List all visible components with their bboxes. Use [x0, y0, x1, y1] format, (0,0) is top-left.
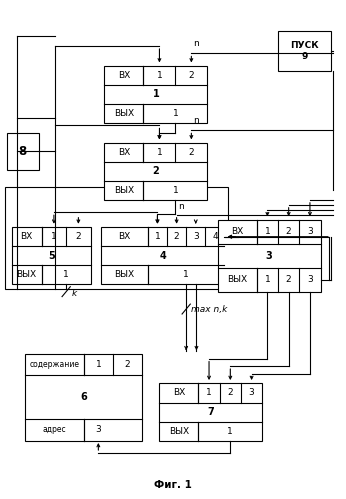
Text: ВЫХ: ВЫХ: [114, 109, 134, 118]
Text: n: n: [193, 116, 199, 125]
Text: ПУСК
9: ПУСК 9: [290, 41, 319, 61]
Text: ВЫХ: ВЫХ: [114, 270, 135, 279]
Text: 2: 2: [174, 232, 180, 241]
Text: ВХ: ВХ: [118, 71, 130, 80]
Text: 1: 1: [153, 89, 159, 99]
Text: 8: 8: [19, 145, 27, 158]
Text: 3: 3: [307, 227, 313, 236]
Text: 4: 4: [159, 250, 166, 260]
Text: 1: 1: [264, 227, 270, 236]
Text: ВЫХ: ВЫХ: [17, 270, 37, 279]
Text: 1: 1: [173, 109, 178, 118]
Bar: [7, 133, 39, 170]
Bar: [104, 143, 207, 200]
Bar: [5, 188, 228, 289]
Text: ВХ: ВХ: [173, 389, 185, 398]
Text: адрес: адрес: [43, 425, 66, 434]
Text: 1: 1: [51, 232, 57, 241]
Text: 3: 3: [249, 389, 254, 398]
Text: 2: 2: [189, 71, 194, 80]
Text: 2: 2: [125, 360, 130, 369]
Bar: [101, 227, 225, 284]
Text: 2: 2: [286, 275, 291, 284]
Text: 4: 4: [212, 232, 218, 241]
Text: 1: 1: [206, 389, 212, 398]
Text: 1: 1: [95, 360, 101, 369]
Text: 7: 7: [207, 407, 214, 417]
Text: 2: 2: [189, 148, 194, 157]
Text: 1: 1: [173, 186, 178, 195]
Text: 3: 3: [95, 425, 101, 434]
Bar: [25, 354, 142, 441]
Text: 5: 5: [48, 250, 55, 260]
Text: ВХ: ВХ: [118, 232, 130, 241]
Text: 1: 1: [157, 148, 162, 157]
Text: n: n: [193, 38, 199, 47]
Text: 1: 1: [157, 71, 162, 80]
Text: ВЫХ: ВЫХ: [227, 275, 247, 284]
Text: ВХ: ВХ: [20, 232, 33, 241]
Bar: [159, 383, 262, 441]
Text: ВХ: ВХ: [118, 148, 130, 157]
Text: 1: 1: [227, 427, 233, 436]
Bar: [278, 31, 331, 71]
Text: max n,k: max n,k: [191, 304, 228, 313]
Text: 3: 3: [307, 275, 313, 284]
Text: 1: 1: [183, 270, 189, 279]
Text: n: n: [178, 202, 184, 211]
Text: ВЫХ: ВЫХ: [114, 186, 134, 195]
Text: 3: 3: [266, 250, 273, 260]
Text: содержание: содержание: [30, 360, 80, 369]
Bar: [104, 66, 207, 123]
Text: 1: 1: [264, 275, 270, 284]
Text: ВЫХ: ВЫХ: [169, 427, 189, 436]
Bar: [12, 227, 91, 284]
Text: 3: 3: [193, 232, 199, 241]
Text: k: k: [71, 288, 76, 298]
Text: 2: 2: [286, 227, 291, 236]
Text: 2: 2: [153, 166, 159, 176]
Text: ВХ: ВХ: [231, 227, 243, 236]
Text: 1: 1: [155, 232, 160, 241]
Text: 2: 2: [75, 232, 81, 241]
Text: Фиг. 1: Фиг. 1: [154, 480, 192, 490]
Text: 6: 6: [80, 392, 87, 402]
Bar: [218, 220, 321, 292]
Text: 1: 1: [63, 270, 69, 279]
Text: 2: 2: [228, 389, 233, 398]
